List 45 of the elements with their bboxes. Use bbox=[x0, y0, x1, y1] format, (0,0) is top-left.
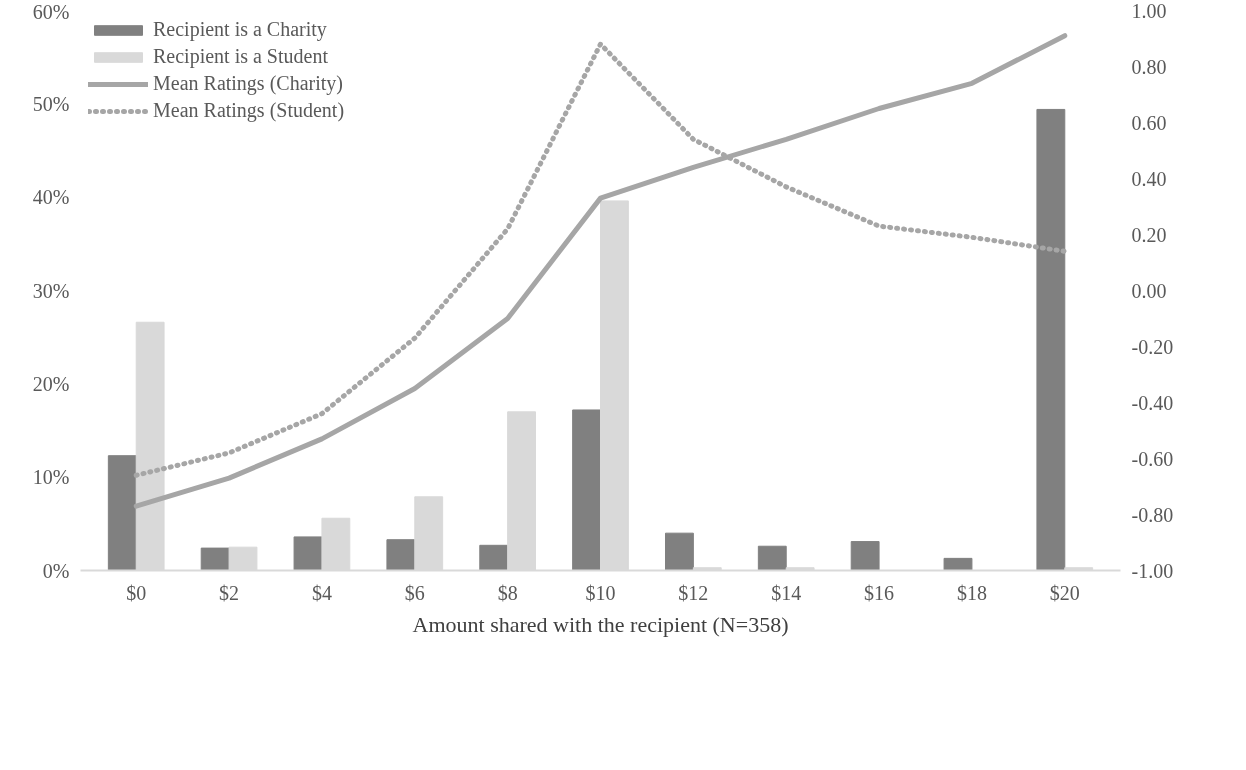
y2-tick-label: 0.80 bbox=[1131, 55, 1167, 78]
y-tick-label: 0% bbox=[42, 559, 70, 582]
y2-tick-label: 1.00 bbox=[1131, 0, 1167, 22]
y-tick-label: 20% bbox=[32, 372, 70, 395]
bar bbox=[572, 409, 601, 571]
y2-tick-label: 0.40 bbox=[1131, 167, 1167, 190]
y-tick-label: 50% bbox=[32, 92, 70, 115]
y2-tick-label: -0.40 bbox=[1131, 391, 1174, 414]
x-tick-label: $0 bbox=[126, 581, 147, 604]
x-tick-label: $16 bbox=[864, 581, 895, 604]
bar bbox=[479, 544, 509, 571]
y2-tick-label: 0.60 bbox=[1131, 111, 1167, 134]
x-tick-label: $6 bbox=[404, 581, 425, 604]
bar bbox=[386, 539, 416, 571]
x-tick-label: $2 bbox=[219, 581, 240, 604]
bar bbox=[107, 455, 137, 571]
x-tick-label: $8 bbox=[497, 581, 518, 604]
x-tick-label: $10 bbox=[585, 581, 616, 604]
y-tick-label: 30% bbox=[32, 279, 70, 302]
bar bbox=[200, 547, 230, 571]
x-tick-label: $20 bbox=[1049, 581, 1080, 604]
y-tick-label: 10% bbox=[32, 466, 70, 489]
bar bbox=[1036, 108, 1066, 571]
y2-tick-label: -0.20 bbox=[1131, 335, 1174, 358]
legend-label: Mean Ratings (Student) bbox=[153, 99, 345, 122]
y2-tick-label: 0.20 bbox=[1131, 223, 1167, 246]
legend-label: Recipient is a Student bbox=[153, 45, 328, 68]
legend-label: Mean Ratings (Charity) bbox=[153, 72, 343, 95]
bar bbox=[665, 532, 694, 571]
x-tick-label: $4 bbox=[311, 581, 332, 604]
bar bbox=[943, 557, 973, 571]
legend-label: Recipient is a Charity bbox=[153, 18, 327, 41]
x-tick-label: $18 bbox=[956, 581, 987, 604]
x-tick-label: $14 bbox=[771, 581, 802, 604]
bar bbox=[850, 541, 880, 571]
y2-tick-label: -1.00 bbox=[1131, 559, 1174, 582]
y2-tick-label: 0.00 bbox=[1131, 279, 1167, 302]
y2-tick-label: -0.80 bbox=[1131, 503, 1174, 526]
y-tick-label: 60% bbox=[32, 0, 70, 23]
bar bbox=[293, 536, 323, 571]
x-tick-label: $12 bbox=[678, 581, 709, 604]
bar bbox=[757, 545, 787, 571]
y2-tick-label: -0.60 bbox=[1131, 447, 1174, 470]
y-tick-label: 40% bbox=[32, 186, 70, 209]
x-axis-title: Amount shared with the recipient (N=358) bbox=[412, 611, 789, 637]
